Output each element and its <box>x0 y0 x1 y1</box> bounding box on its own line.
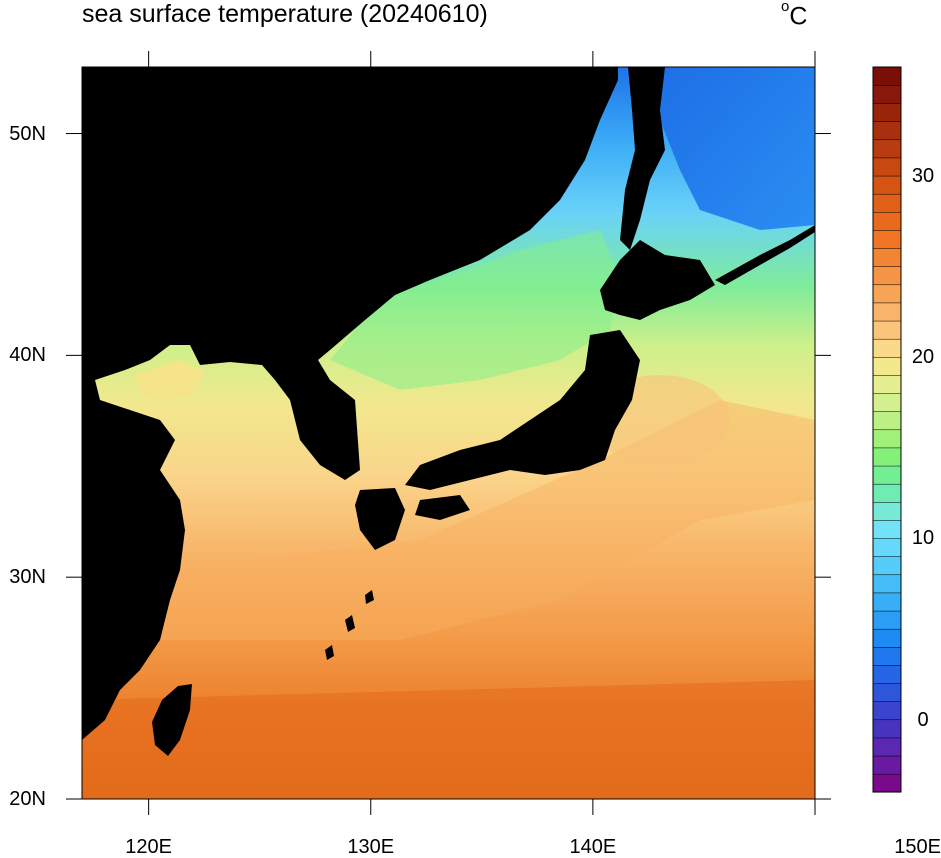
lon-tick-label: 140E <box>569 836 617 858</box>
land-masses <box>82 67 815 756</box>
colorbar-swatch <box>872 683 902 702</box>
colorbar <box>872 66 902 793</box>
taiwan-island <box>152 684 192 756</box>
colorbar-swatch <box>872 411 902 431</box>
colorbar-swatch <box>872 501 902 521</box>
colorbar-swatch <box>872 193 902 213</box>
kyushu-island <box>355 488 405 550</box>
asian-continent <box>82 67 618 740</box>
colorbar-swatch <box>872 628 902 648</box>
colorbar-swatch <box>872 447 902 467</box>
colorbar-swatch <box>872 66 902 86</box>
colorbar-swatch <box>872 229 902 249</box>
colorbar-swatch <box>872 103 902 122</box>
shikoku-island <box>415 495 470 520</box>
colorbar-swatch <box>872 338 902 358</box>
colorbar-swatch <box>872 737 902 757</box>
colorbar-swatch <box>872 483 902 503</box>
map-title: sea surface temperature (20240610) <box>82 0 488 28</box>
colorbar-tick-label: 30 <box>911 164 935 187</box>
colorbar-swatch <box>872 429 902 449</box>
colorbar-swatch <box>872 592 902 612</box>
colorbar-swatch <box>872 374 902 394</box>
colorbar-swatch <box>872 211 902 231</box>
colorbar-swatch <box>872 139 902 159</box>
colorbar-swatch <box>872 248 902 267</box>
colorbar-swatch <box>872 646 902 666</box>
lat-tick-label: 30N <box>9 566 46 589</box>
bohai-sea <box>135 360 205 400</box>
colorbar-swatch <box>872 393 902 412</box>
colorbar-swatch <box>872 538 902 557</box>
colorbar-swatch <box>872 157 902 177</box>
colorbar-tick-label: 0 <box>917 708 929 731</box>
colorbar-swatch <box>872 266 902 286</box>
sakhalin-island <box>620 67 665 250</box>
colorbar-swatch <box>872 84 902 104</box>
colorbar-swatch <box>872 320 902 340</box>
colorbar-frame <box>872 66 902 793</box>
map-ticks <box>66 51 831 815</box>
hokkaido-island <box>600 240 715 320</box>
ryukyu-islands <box>325 590 374 660</box>
lon-tick-label: 120E <box>125 836 172 858</box>
honshu-island <box>405 330 640 490</box>
map-frame <box>81 66 816 800</box>
unit-label: oC <box>781 0 808 31</box>
colorbar-swatch <box>872 574 902 594</box>
colorbar-swatch <box>872 556 902 576</box>
kuril-islands <box>715 225 815 285</box>
colorbar-swatch <box>872 302 902 322</box>
lat-tick-label: 40N <box>9 344 46 367</box>
colorbar-swatch <box>872 664 902 684</box>
lon-tick-label: 150E <box>894 836 941 858</box>
colorbar-swatch <box>872 121 902 141</box>
colorbar-swatch <box>872 719 902 739</box>
colorbar-swatch <box>872 701 902 721</box>
colorbar-swatch <box>872 519 902 539</box>
colorbar-swatch <box>872 356 902 376</box>
colorbar-swatch <box>872 610 902 630</box>
colorbar-swatch <box>872 755 902 775</box>
lat-tick-label: 50N <box>9 122 46 145</box>
colorbar-tick-label: 10 <box>911 527 935 550</box>
colorbar-swatch <box>872 465 902 485</box>
lon-tick-label: 130E <box>347 836 395 858</box>
colorbar-swatch <box>872 773 902 793</box>
lat-tick-label: 20N <box>9 788 46 810</box>
colorbar-swatch <box>872 175 902 195</box>
unit-letter: C <box>789 2 808 31</box>
degree-symbol: o <box>781 0 790 15</box>
colorbar-swatch <box>872 284 902 304</box>
colorbar-tick-label: 20 <box>911 346 935 368</box>
